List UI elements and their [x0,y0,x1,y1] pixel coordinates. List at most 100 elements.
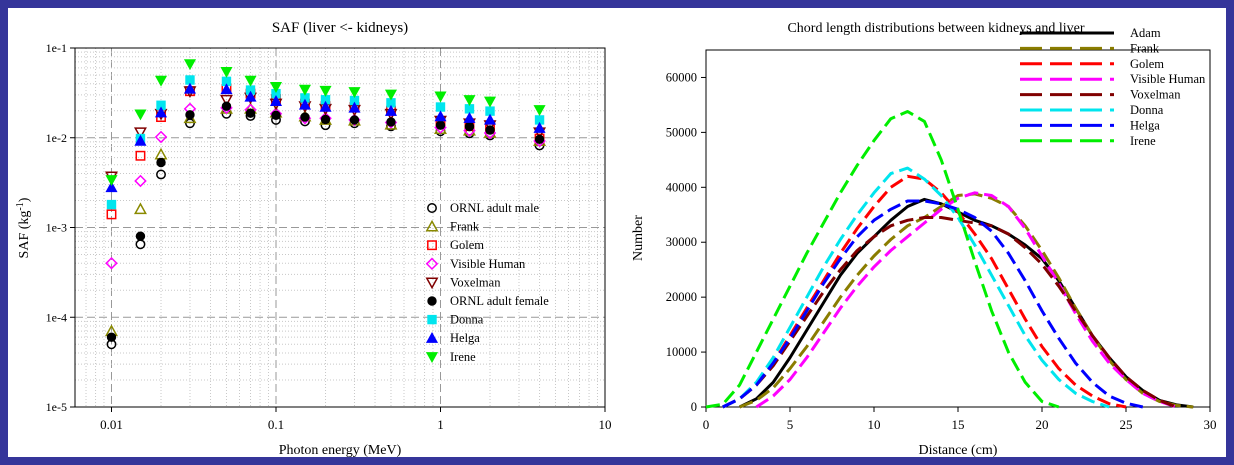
y-axis-label-close: ) [17,197,32,202]
x-tick-label: 30 [1204,417,1217,432]
line-irene [705,110,1060,409]
x-tick-label: 20 [1036,417,1049,432]
point-ornl-adult-male [156,169,166,180]
x-axis-label: Photon energy (MeV) [279,443,402,457]
point-ornl-adult-female [349,115,360,125]
point-ornl-adult-female [485,125,495,135]
point-voxelman [220,94,233,107]
point-helga [220,83,233,95]
y-axis-label: Number [631,215,646,261]
point-ornl-adult-female [106,332,117,342]
legend-marker-frank [425,219,439,232]
x-tick-label: 10 [599,417,612,432]
point-ornl-adult-female [386,117,396,127]
legend-marker-golem [427,240,437,251]
point-ornl-adult-female [135,231,146,241]
point-helga [105,181,118,193]
saf-chart: SAF (liver <- kidneys) 0.01 0.1 1 10 1e-5 1e-… [15,20,612,457]
point-voxelman [133,127,147,140]
x-tick-label: 25 [1120,417,1133,432]
point-helga [154,106,168,118]
legend-marker-ornl-adult-male [427,203,437,213]
legend-marker-ornl-adult-female [427,296,437,306]
chart-title: SAF (liver <- kidneys) [272,20,408,36]
legend-marker-helga [425,331,439,343]
legend-label-irene: Irene [450,350,476,364]
point-helga [183,82,197,94]
y-axis-label-sup: -1 [15,202,26,210]
legend-label-irene: Irene [1130,134,1156,148]
y-tick-label: 1e-2 [46,131,67,145]
y-tick-label: 20000 [666,290,697,304]
point-irene [483,96,497,108]
point-donna [106,199,117,210]
line-frank [739,192,1194,409]
point-irene [463,95,476,106]
point-ornl-adult-female [464,121,475,132]
legend-marker-irene [425,352,439,364]
y-tick-label: 1e-1 [46,41,67,55]
line-visible-human [755,191,1177,409]
legend-label-frank: Frank [1130,41,1160,55]
x-tick-label: 15 [952,417,965,432]
point-irene [384,89,398,101]
y-tick-label: 50000 [666,125,697,139]
line-helga [722,199,1144,409]
legend-label-ornl-adult-female: ORNL adult female [450,294,549,308]
point-ornl-adult-female [271,110,281,120]
x-tick-label: 0.01 [100,417,123,432]
data-points [105,59,547,350]
legend-label-ornl-adult-male: ORNL adult male [450,201,540,215]
point-ornl-adult-female [245,108,256,118]
point-helga [384,104,398,116]
y-tick-label: 60000 [666,70,697,84]
point-irene [134,109,147,121]
legend: ORNL adult male Frank Golem Visible Human Vo… [425,201,549,364]
chord-chart: Chord length distributions between kidne… [631,21,1217,457]
legend-label-helga: Helga [450,331,480,345]
point-ornl-adult-female [435,120,446,130]
point-frank [154,147,168,160]
legend-label-golem: Golem [1130,57,1164,71]
point-helga [134,134,147,146]
point-helga [319,100,332,112]
point-golem [106,209,117,220]
point-ornl-adult-female [185,110,195,120]
legend-label-frank: Frank [450,220,480,234]
legend-marker-visible-human [425,257,439,271]
point-ornl-adult-male [135,239,146,250]
point-helga [434,110,447,122]
legend-marker-voxelman [425,277,439,290]
point-irene [269,82,283,93]
point-ornl-adult-female [320,114,331,125]
point-irene [244,75,257,87]
legend-label-helga: Helga [1130,118,1160,132]
point-visible-human [154,130,168,144]
point-irene [298,84,312,96]
x-tick-label: 0 [703,417,710,432]
x-tick-label: 10 [868,417,881,432]
point-ornl-adult-female [300,112,310,122]
y-axis-label-main: SAF (kg [17,211,32,259]
point-irene [319,85,332,97]
point-golem [135,150,146,161]
point-ornl-adult-female [534,134,545,145]
point-irene [220,66,233,78]
point-irene [154,75,168,87]
point-irene [533,105,546,117]
y-tick-label: 40000 [666,180,697,194]
x-tick-label: 1 [437,417,444,432]
x-tick-label: 5 [787,417,794,432]
line-donna [722,166,1110,409]
point-frank [133,202,147,215]
point-helga [244,90,257,102]
point-irene [183,59,197,71]
figure-frame: SAF (liver <- kidneys) 0.01 0.1 1 10 1e-5 1e-… [8,8,1226,457]
y-tick-label: 1e-3 [46,221,67,235]
legend-label-donna: Donna [450,313,484,327]
point-helga [533,121,546,133]
legend-marker-donna [427,314,437,325]
line-voxelman [722,216,1177,409]
grid [75,48,605,407]
